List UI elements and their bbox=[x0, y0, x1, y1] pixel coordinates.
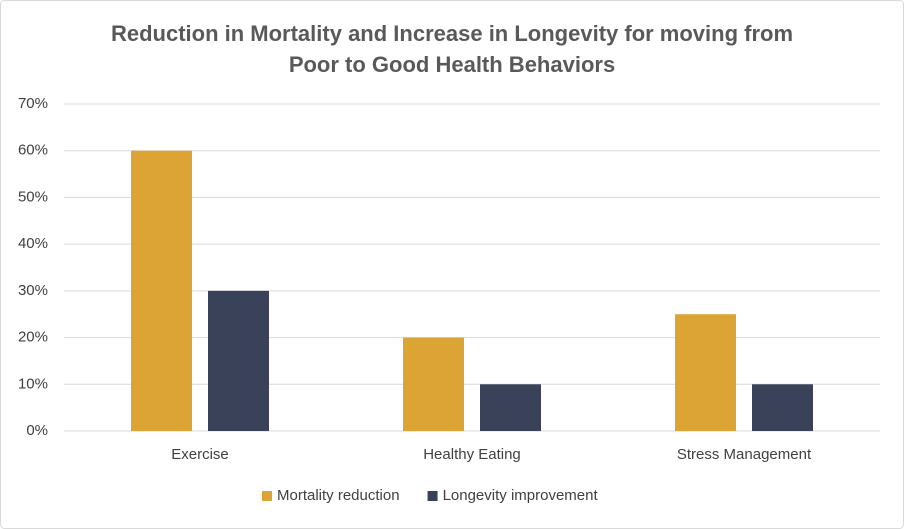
legend-swatch bbox=[427, 491, 438, 501]
bar bbox=[480, 384, 541, 431]
x-tick-label: Stress Management bbox=[677, 446, 812, 463]
legend-label: Mortality reduction bbox=[277, 487, 400, 504]
bar bbox=[131, 150, 192, 431]
x-tick-label: Healthy Eating bbox=[423, 446, 521, 463]
y-tick-label: 50% bbox=[18, 188, 48, 205]
bar bbox=[208, 290, 269, 431]
y-tick-label: 0% bbox=[26, 422, 48, 439]
chart-title: Reduction in Mortality and Increase in L… bbox=[110, 21, 794, 77]
y-tick-label: 30% bbox=[18, 282, 48, 299]
legend-label: Longevity improvement bbox=[443, 487, 599, 504]
y-tick-label: 10% bbox=[18, 375, 48, 392]
y-tick-label: 40% bbox=[18, 235, 48, 252]
bar bbox=[752, 384, 813, 431]
y-tick-label: 60% bbox=[18, 142, 48, 159]
x-tick-label: Exercise bbox=[171, 446, 229, 463]
legend-swatch bbox=[262, 491, 272, 501]
y-tick-label: 70% bbox=[18, 95, 48, 112]
bar bbox=[675, 314, 736, 431]
bar bbox=[403, 337, 464, 431]
y-tick-label: 20% bbox=[18, 329, 48, 346]
